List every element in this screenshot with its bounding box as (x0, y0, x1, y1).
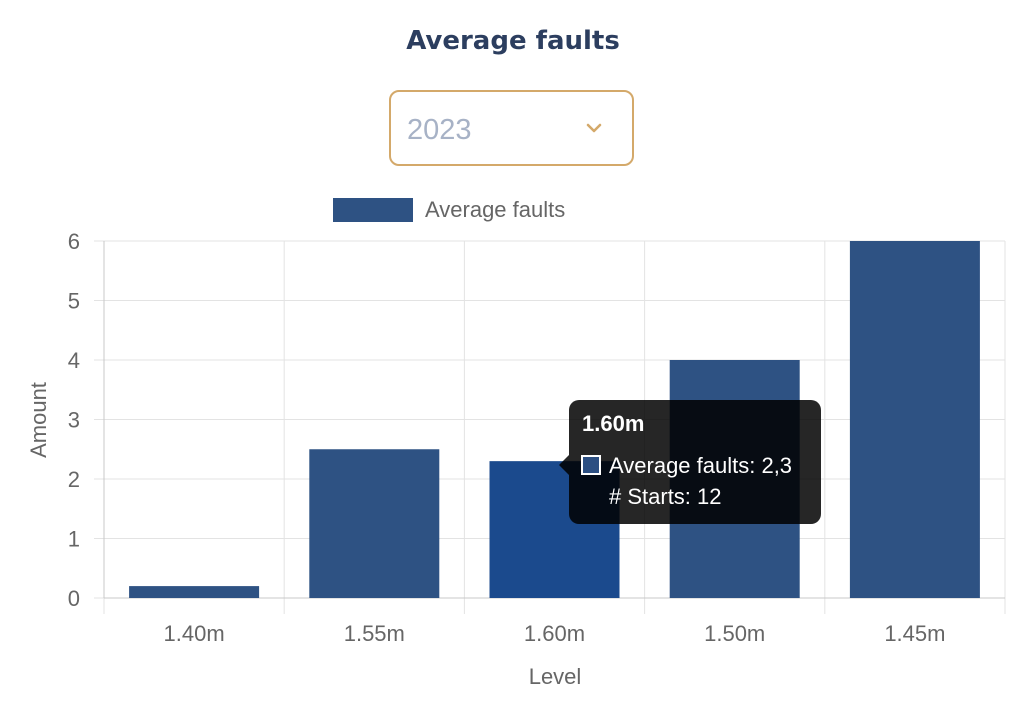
chevron-down-icon (586, 123, 602, 133)
chart-legend: Average faults (333, 197, 565, 222)
x-axis-ticks: 1.40m 1.55m 1.60m 1.50m 1.45m (164, 621, 946, 646)
x-tick-label: 1.60m (524, 621, 585, 646)
y-tick-label: 5 (68, 289, 80, 314)
legend-label[interactable]: Average faults (425, 197, 565, 222)
page-title: Average faults (406, 26, 620, 56)
y-tick-label: 4 (68, 348, 80, 373)
bar-1.55m[interactable] (309, 449, 440, 598)
tooltip-swatch (581, 455, 601, 475)
x-tick-label: 1.55m (344, 621, 405, 646)
y-tick-label: 6 (68, 229, 80, 254)
y-tick-label: 1 (68, 527, 80, 552)
tooltip-line-starts: # Starts: 12 (609, 484, 722, 509)
tooltip-caret (559, 455, 569, 475)
y-tick-label: 2 (68, 467, 80, 492)
year-select-value: 2023 (407, 114, 472, 146)
bar-1.40m[interactable] (129, 586, 260, 598)
x-axis-title: Level (529, 664, 582, 689)
tooltip-title: 1.60m (582, 411, 645, 436)
y-tick-label: 3 (68, 408, 80, 433)
y-axis-title: Amount (26, 382, 51, 458)
y-tick-label: 0 (68, 586, 80, 611)
x-tick-label: 1.50m (704, 621, 765, 646)
x-tick-label: 1.45m (884, 621, 945, 646)
x-tick-label: 1.40m (164, 621, 225, 646)
y-axis-ticks: 0 1 2 3 4 5 6 (68, 229, 80, 611)
tooltip-line-faults: Average faults: 2,3 (609, 453, 793, 478)
year-select[interactable]: 2023 (389, 90, 634, 166)
bar-1.45m[interactable] (849, 241, 980, 598)
chart-bars (129, 241, 980, 598)
legend-swatch[interactable] (333, 198, 413, 222)
chart-tooltip: 1.60m Average faults: 2,3 # Starts: 12 (559, 400, 821, 524)
